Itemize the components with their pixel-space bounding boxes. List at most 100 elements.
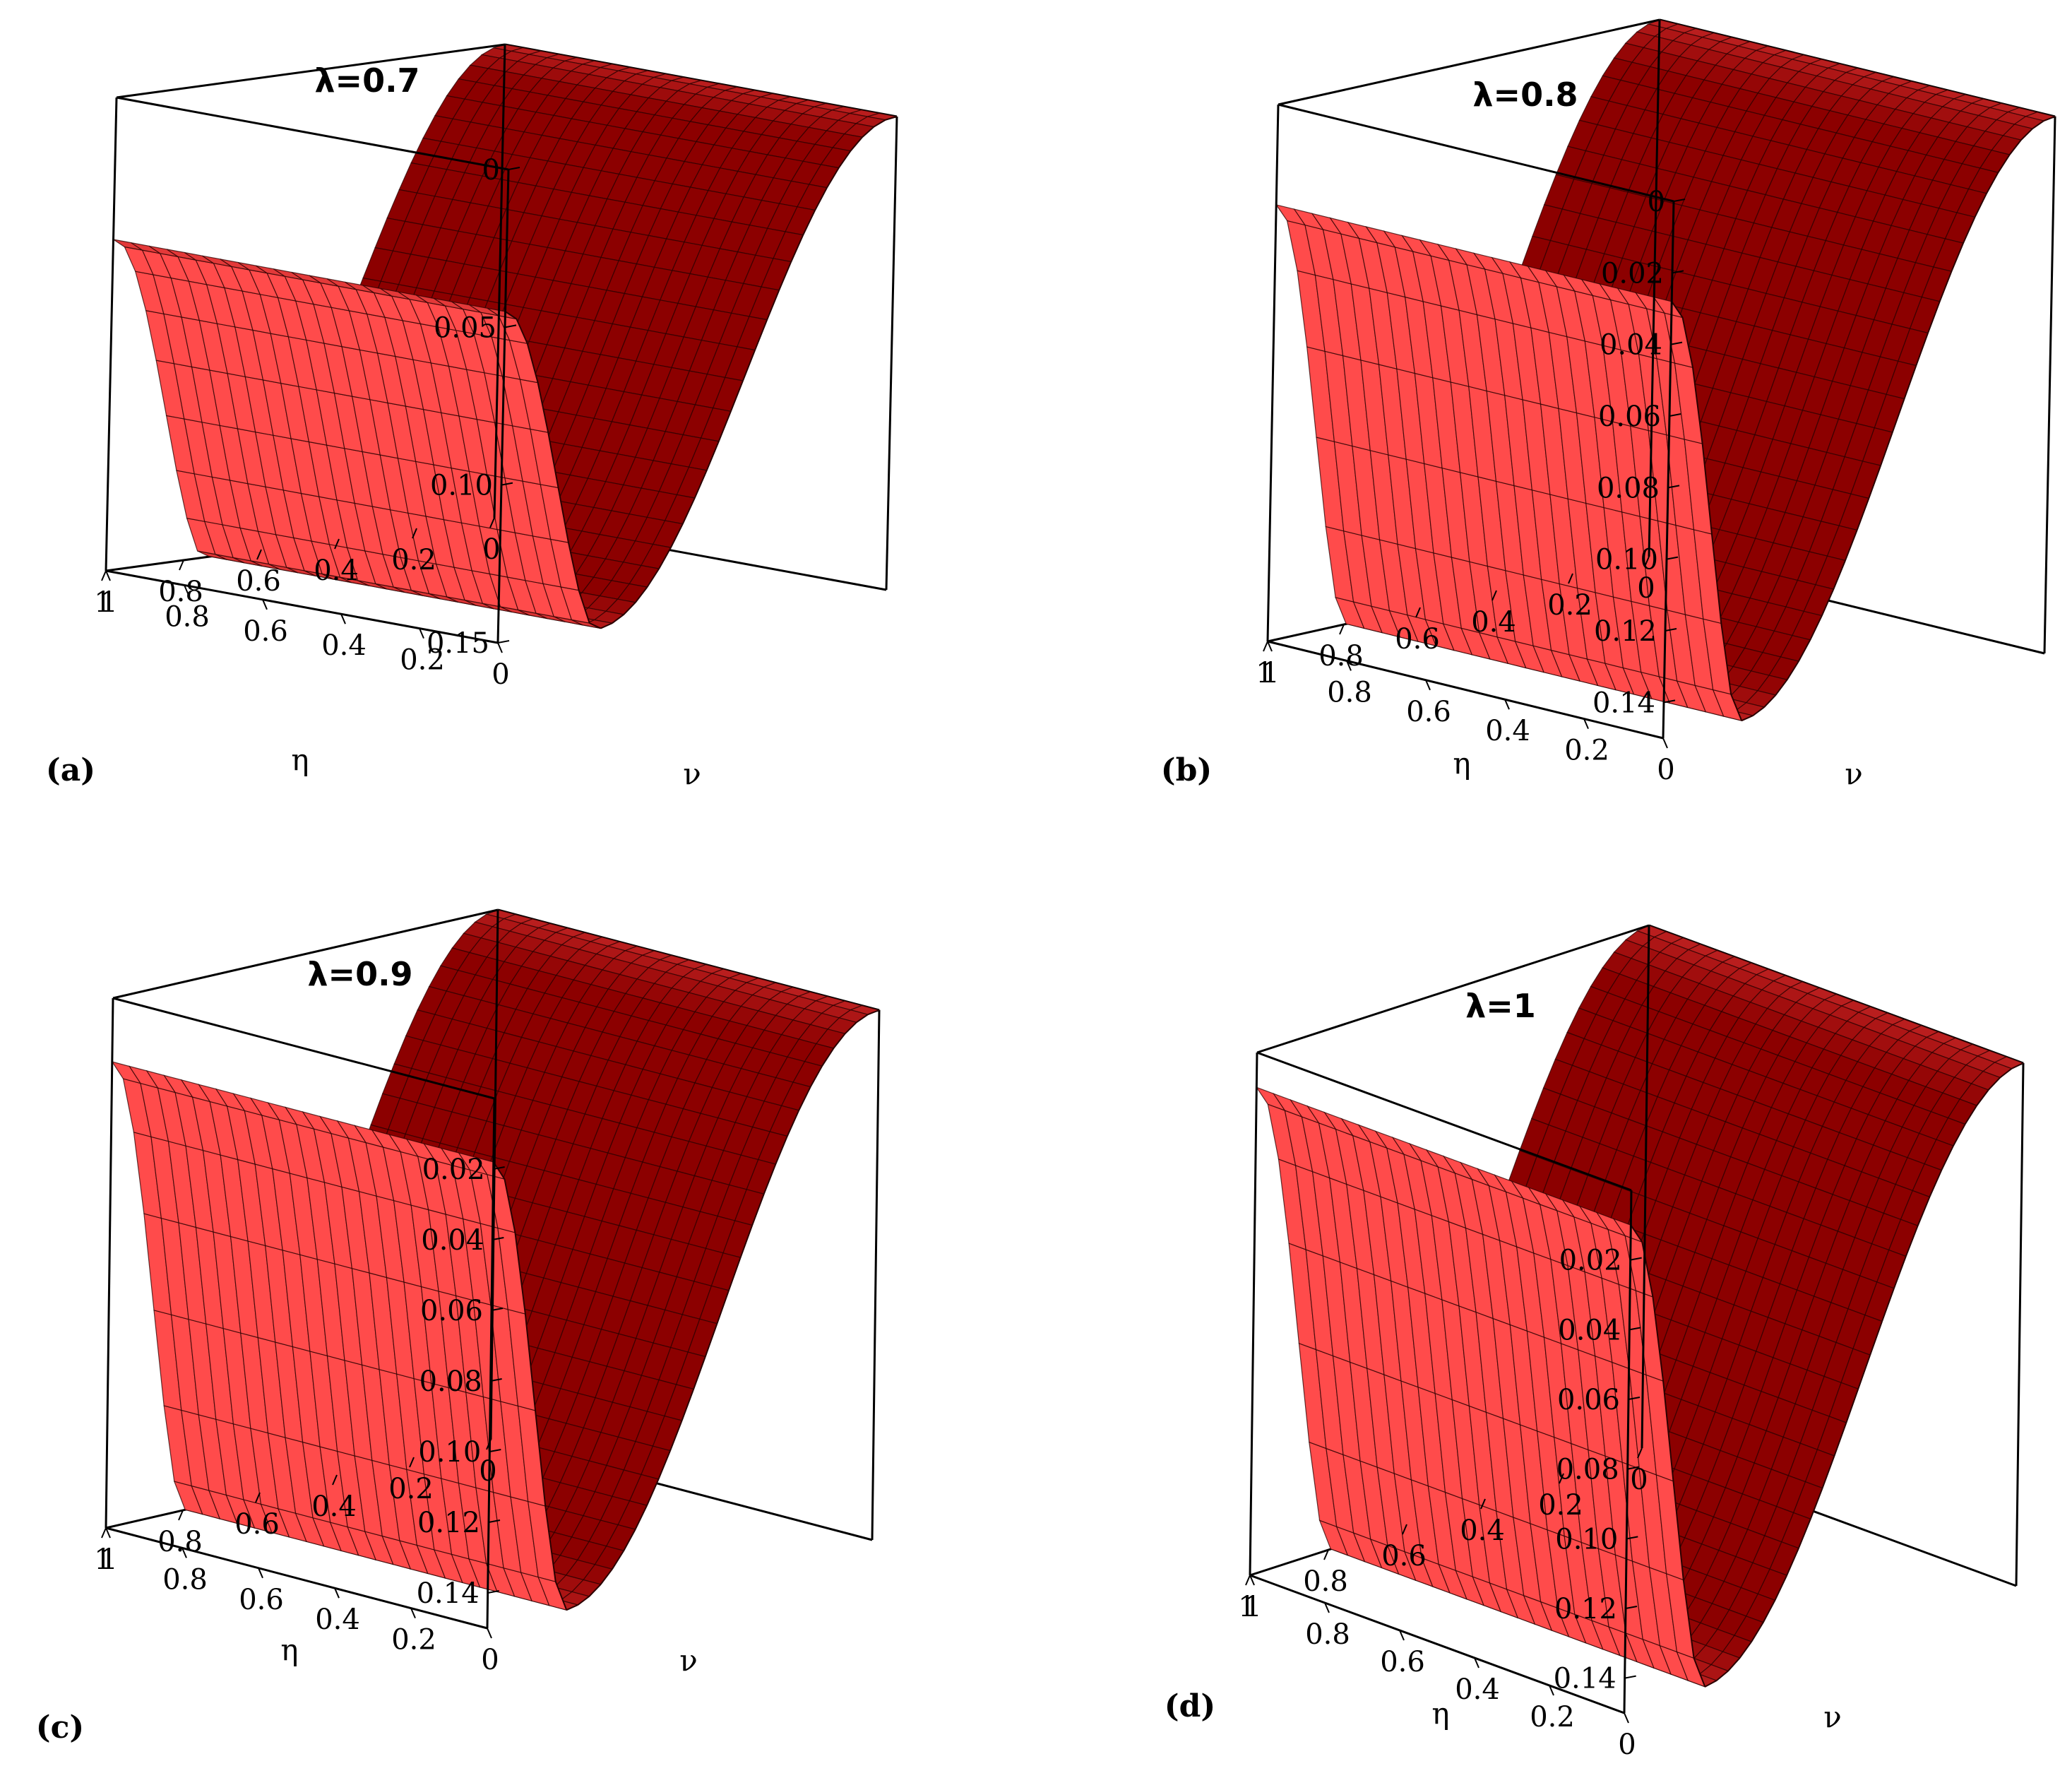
x-tick xyxy=(1583,718,1589,729)
surface-edge xyxy=(2008,139,2022,155)
x-tick xyxy=(262,599,268,610)
surface-edge xyxy=(566,1604,578,1611)
surface-edge xyxy=(646,568,660,588)
surface-end-face xyxy=(1630,1062,2024,1688)
y-tick xyxy=(412,528,417,539)
x-tick-label: 0.6 xyxy=(1380,1646,1425,1678)
surface-edge xyxy=(1869,1321,1883,1356)
x-tick xyxy=(1346,660,1352,671)
box-edge xyxy=(1623,1190,1633,1714)
z-tick-label: 0.12 xyxy=(1554,1593,1617,1625)
x-tick xyxy=(1249,1575,1255,1586)
surface-mesh xyxy=(1275,19,2057,722)
z-tick xyxy=(1625,1606,1638,1609)
surface-edge xyxy=(1951,242,1964,272)
z-tick xyxy=(1669,413,1681,417)
box-edge xyxy=(871,1009,881,1541)
surface-edge xyxy=(873,119,886,128)
surface-end-face xyxy=(504,116,898,629)
surface-edge xyxy=(1929,1170,1943,1197)
surface-edge xyxy=(1891,398,1905,433)
box-edge xyxy=(1267,640,1664,740)
surface-edge xyxy=(1786,1548,1799,1576)
z-axis: 0.02 0.04 0.06 0.08 0.10 0.12 0.14 xyxy=(1554,1245,1642,1695)
x-axis: 0 0.2 0.4 0.6 0.8 1 xyxy=(100,1527,499,1676)
z-tick xyxy=(1663,699,1676,704)
box-edge xyxy=(112,997,495,1100)
surface-edge xyxy=(1893,1256,1907,1289)
surface-edge xyxy=(2043,116,2056,122)
surface-edge xyxy=(535,1410,547,1506)
surface-edge xyxy=(1964,1105,1978,1125)
x-tick-label: 0 xyxy=(1618,1729,1636,1761)
box-edge xyxy=(112,908,499,1000)
box-edge xyxy=(1256,1051,1632,1192)
surface-edge xyxy=(1774,1575,1788,1601)
surface-edge xyxy=(544,1505,556,1582)
z-axis: 0.02 0.04 0.06 0.08 0.10 0.12 0.14 xyxy=(417,1154,505,1610)
surface-edge xyxy=(730,380,744,412)
surface-edge xyxy=(1671,301,1684,318)
z-tick-label: 0.02 xyxy=(1601,257,1664,290)
y-tick-label: 0.8 xyxy=(157,1526,203,1558)
surface-edge xyxy=(1701,443,1713,535)
surface-edge xyxy=(567,542,580,591)
z-tick xyxy=(1629,1327,1641,1331)
z-tick-label: 0.10 xyxy=(418,1436,481,1469)
surface-edge xyxy=(635,586,648,603)
box-edge xyxy=(2043,116,2056,654)
surface-end-face xyxy=(492,1009,880,1611)
z-tick xyxy=(1666,556,1679,560)
surface-edge xyxy=(1953,1123,1966,1146)
surface-edge xyxy=(1786,660,1799,680)
surface-edge xyxy=(1730,694,1743,721)
z-tick-label: 0.14 xyxy=(1592,687,1655,719)
box-edge xyxy=(1249,1052,1258,1576)
z-tick xyxy=(491,1308,504,1311)
x-tick xyxy=(1399,1630,1405,1641)
surface-edge xyxy=(1798,639,1811,662)
surface-edge xyxy=(742,350,756,381)
surface-edge xyxy=(670,523,684,548)
panel-title: λ=1 xyxy=(1465,987,1536,1025)
box-edge xyxy=(1278,18,1660,106)
panel-b: λ=0.8 (b) η ν 00.020.040.060.080.100.120… xyxy=(1161,18,2057,791)
x-tick xyxy=(184,585,189,595)
box-edge xyxy=(105,569,499,644)
y-tick-label: 0.2 xyxy=(1538,1489,1583,1522)
x-tick-label: 0.8 xyxy=(165,600,210,633)
y-tick xyxy=(179,559,184,571)
z-tick xyxy=(501,482,513,486)
z-tick-label: 0.10 xyxy=(1595,544,1658,576)
box-edge xyxy=(105,97,118,571)
surface-edge xyxy=(623,1529,636,1551)
panel-label: (b) xyxy=(1161,752,1212,788)
surface-edge xyxy=(802,210,816,236)
x-tick-label: 1 xyxy=(1261,657,1279,689)
surface-edge xyxy=(1976,1089,1989,1106)
surface-edge xyxy=(557,487,569,543)
y-tick-label: 0 xyxy=(1630,1464,1648,1496)
x-tick xyxy=(497,642,503,653)
y-tick xyxy=(101,570,107,581)
z-tick xyxy=(489,1449,501,1452)
box-edge xyxy=(1648,19,1661,557)
surface-edge xyxy=(763,1163,777,1195)
z-tick xyxy=(508,167,520,170)
z-tick xyxy=(492,1237,504,1240)
surface-edge xyxy=(1881,1288,1895,1322)
box-edge xyxy=(1266,104,1280,642)
x-tick-label: 0.8 xyxy=(1305,1618,1350,1651)
surface-edge xyxy=(798,1086,811,1111)
surface-edge xyxy=(1905,1225,1919,1257)
panel-title: λ=0.8 xyxy=(1472,76,1578,114)
surface-edge xyxy=(2020,128,2033,141)
z-tick xyxy=(1670,341,1683,345)
x-tick xyxy=(334,1587,340,1599)
y-tick xyxy=(178,1510,184,1521)
surface-edge xyxy=(705,441,720,471)
surface-edge xyxy=(578,590,590,624)
surface-edge xyxy=(1630,1224,1643,1243)
x-tick-label: 0.2 xyxy=(400,644,445,677)
x-tick xyxy=(410,1608,416,1618)
